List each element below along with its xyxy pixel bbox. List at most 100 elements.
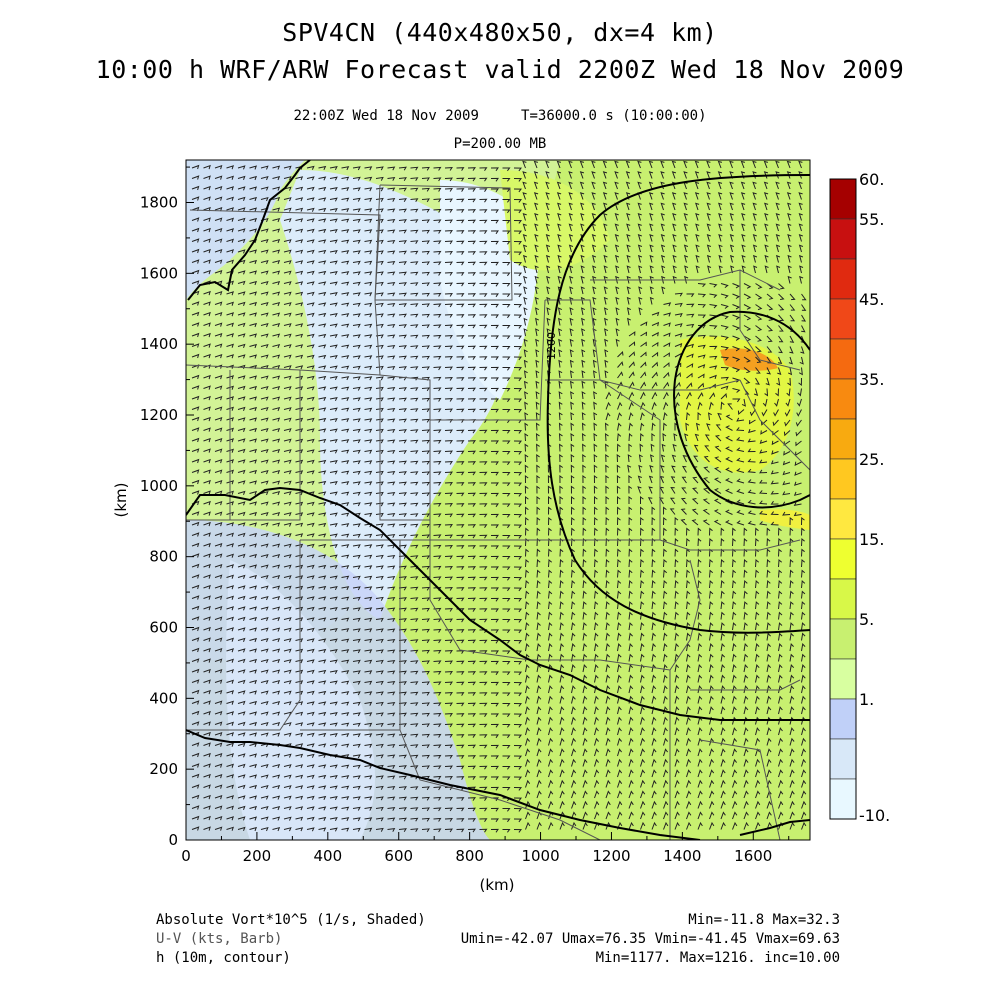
wind-barb: [444, 377, 453, 381]
wind-barb: [649, 454, 655, 463]
wind-barb: [329, 712, 338, 717]
wind-barb: [191, 647, 200, 653]
wind-barb: [272, 490, 281, 496]
wind-barb: [534, 296, 539, 305]
wind-barb: [249, 480, 258, 485]
wind-barb: [594, 758, 599, 767]
wind-barb: [364, 617, 373, 622]
wind-barb: [318, 596, 327, 601]
wind-barb: [249, 732, 258, 737]
wind-barb: [545, 171, 550, 179]
wind-barb: [691, 508, 699, 515]
wind-barb: [755, 356, 762, 363]
wind-barb: [306, 407, 315, 412]
wind-barb: [747, 499, 756, 505]
wind-barb: [306, 417, 315, 422]
stats-vorticity: Min=-11.8 Max=32.3: [688, 912, 840, 928]
wind-barb: [352, 197, 361, 202]
wind-barb: [295, 543, 304, 548]
wind-barb: [800, 346, 805, 354]
wind-barb: [456, 534, 465, 539]
wind-barb: [776, 265, 781, 274]
wind-barb: [341, 334, 350, 339]
wind-barb: [743, 674, 749, 683]
wind-barb: [306, 564, 315, 569]
wind-barb: [214, 312, 223, 317]
wind-barb: [525, 748, 530, 757]
wind-barb: [433, 450, 442, 455]
wind-barb: [789, 643, 794, 652]
wind-barb: [709, 632, 714, 641]
wind-barb: [318, 260, 327, 265]
wind-barb: [226, 322, 234, 327]
wind-barb: [605, 579, 610, 589]
wind-barb: [272, 627, 281, 632]
wind-barb: [283, 501, 292, 506]
wind-barb: [569, 370, 574, 379]
wind-barb: [548, 779, 554, 788]
wind-barb: [398, 523, 407, 528]
wind-barb: [352, 460, 361, 465]
wind-barb: [352, 586, 361, 591]
wind-barb: [214, 522, 223, 527]
wind-barb: [214, 291, 223, 296]
wind-barb: [704, 445, 710, 452]
wind-barb: [695, 223, 700, 232]
wind-barb: [283, 291, 292, 296]
wind-barb: [352, 218, 361, 223]
wind-barb: [651, 422, 656, 431]
wind-barb: [674, 779, 680, 788]
wind-barb: [398, 576, 407, 581]
wind-barb: [640, 432, 644, 442]
wind-barb: [522, 223, 527, 232]
wind-barb: [513, 178, 522, 182]
wind-barb: [214, 480, 223, 485]
wind-barb: [787, 265, 792, 274]
wind-barb: [766, 758, 772, 767]
wind-barb: [732, 611, 737, 620]
wind-barb: [479, 513, 488, 518]
wind-barb: [720, 685, 726, 694]
wind-barb: [671, 454, 677, 463]
wind-barb: [410, 345, 419, 350]
wind-barb: [364, 470, 373, 475]
wind-barb: [778, 664, 783, 673]
wind-barb: [237, 396, 246, 401]
wind-barb: [329, 229, 338, 234]
wind-barb: [433, 408, 442, 413]
wind-barb: [249, 700, 258, 706]
wind-barb: [306, 648, 315, 653]
wind-barb: [352, 680, 361, 685]
wind-barb: [306, 554, 315, 559]
wind-barb: [709, 706, 714, 715]
wind-barb: [398, 786, 407, 791]
wind-barb: [226, 700, 234, 705]
wind-barb: [513, 367, 522, 371]
wind-barb: [755, 653, 760, 662]
wind-barb: [203, 259, 211, 264]
wind-barb: [513, 818, 522, 823]
wind-barb: [709, 821, 715, 830]
wind-barb: [237, 343, 246, 348]
wind-barb: [594, 643, 599, 652]
wind-barb: [720, 821, 726, 830]
wind-barb: [755, 622, 760, 631]
wind-barb: [697, 622, 702, 631]
wind-barb: [272, 522, 281, 527]
wind-barb: [364, 218, 373, 223]
wind-barb: [778, 643, 783, 652]
wind-barb: [580, 275, 585, 284]
wind-barb: [237, 774, 246, 779]
wind-barb: [709, 674, 714, 683]
wind-barb: [306, 585, 315, 590]
wind-barb: [709, 643, 714, 652]
wind-barb: [524, 422, 529, 431]
wind-barb: [603, 244, 608, 253]
wind-barb: [568, 233, 573, 242]
wind-barb: [697, 304, 706, 308]
wind-barb: [525, 632, 530, 641]
wind-barb: [272, 438, 281, 443]
wind-barb: [522, 202, 527, 211]
wind-barb: [502, 745, 511, 749]
